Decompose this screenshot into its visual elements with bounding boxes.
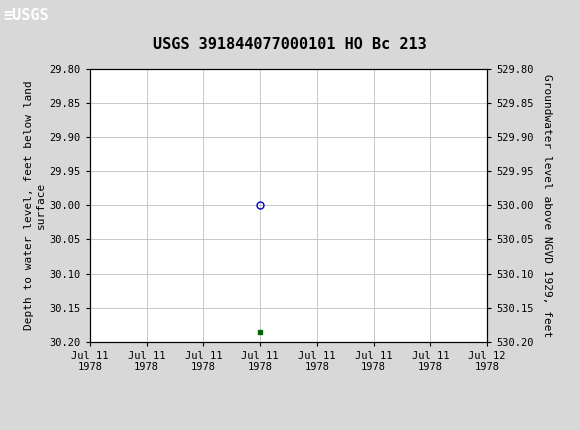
Text: ≡USGS: ≡USGS [3, 8, 49, 23]
Text: USGS 391844077000101 HO Bc 213: USGS 391844077000101 HO Bc 213 [153, 37, 427, 52]
Y-axis label: Depth to water level, feet below land
surface: Depth to water level, feet below land su… [24, 80, 45, 330]
Y-axis label: Groundwater level above NGVD 1929, feet: Groundwater level above NGVD 1929, feet [542, 74, 552, 337]
